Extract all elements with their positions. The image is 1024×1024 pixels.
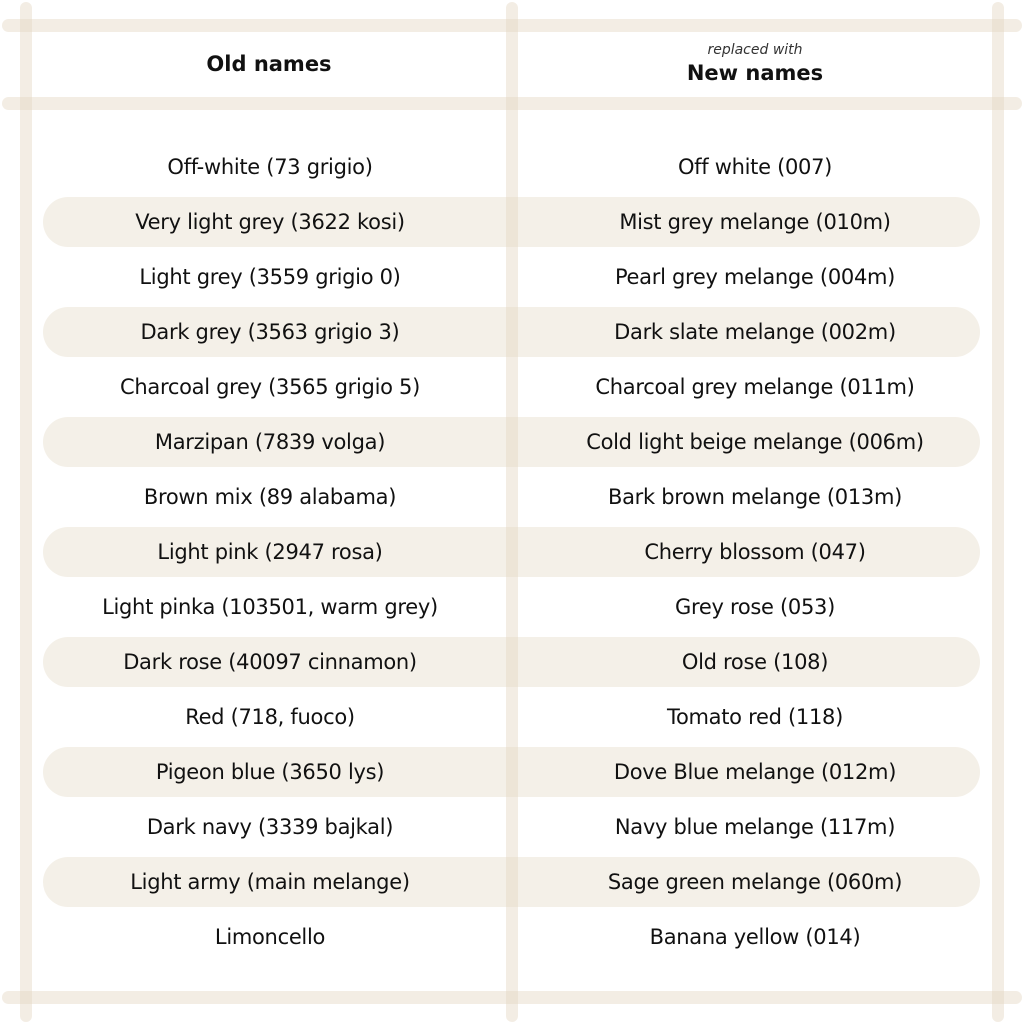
grid-line	[20, 2, 32, 1022]
table-row: Dark navy (3339 bajkal) Navy blue melange…	[43, 802, 980, 852]
grid-line	[992, 2, 1004, 1022]
table-row: Dark grey (3563 grigio 3) Dark slate mela…	[43, 307, 980, 357]
table-row: Pigeon blue (3650 lys) Dove Blue melange …	[43, 747, 980, 797]
table-row: Charcoal grey (3565 grigio 5) Charcoal gr…	[43, 362, 980, 412]
table-row: Marzipan (7839 volga) Cold light beige me…	[43, 417, 980, 467]
column-header-old: Old names	[206, 52, 332, 76]
old-name-cell: Dark rose (40097 cinnamon)	[123, 650, 417, 674]
new-name-cell: Dark slate melange (002m)	[614, 320, 896, 344]
grid-line	[2, 97, 1022, 110]
header-old: Old names	[29, 52, 509, 76]
table-row: Light pinka (103501, warm grey) Grey rose…	[43, 582, 980, 632]
new-name-cell: Dove Blue melange (012m)	[613, 760, 897, 784]
grid-line	[2, 991, 1022, 1004]
table-row: Off-white (73 grigio) Off white (007)	[43, 142, 980, 192]
new-name-cell: Navy blue melange (117m)	[614, 815, 896, 839]
old-name-cell: Dark grey (3563 grigio 3)	[140, 320, 400, 344]
table-row: Light army (main melange) Sage green mela…	[43, 857, 980, 907]
table-row: Brown mix (89 alabama) Bark brown melange…	[43, 472, 980, 522]
new-name-cell: Sage green melange (060m)	[607, 870, 903, 894]
new-name-cell: Charcoal grey melange (011m)	[595, 375, 915, 399]
new-name-cell: Pearl grey melange (004m)	[614, 265, 896, 289]
old-name-cell: Brown mix (89 alabama)	[143, 485, 397, 509]
old-name-cell: Red (718, fuoco)	[185, 705, 355, 729]
new-name-cell: Old rose (108)	[681, 650, 829, 674]
new-name-cell: Cold light beige melange (006m)	[586, 430, 924, 454]
old-name-cell: Light army (main melange)	[130, 870, 410, 894]
new-name-cell: Grey rose (053)	[675, 595, 835, 619]
old-name-cell: Limoncello	[214, 925, 326, 949]
old-name-cell: Very light grey (3622 kosi)	[135, 210, 405, 234]
table-row: Light grey (3559 grigio 0) Pearl grey mel…	[43, 252, 980, 302]
table-row: Light pink (2947 rosa) Cherry blossom (04…	[43, 527, 980, 577]
header-new: replaced with New names	[515, 42, 995, 85]
new-name-cell: Off white (007)	[677, 155, 833, 179]
new-name-cell: Bark brown melange (013m)	[608, 485, 902, 509]
column-subtitle: replaced with	[707, 42, 803, 58]
old-name-cell: Dark navy (3339 bajkal)	[146, 815, 394, 839]
grid-line	[2, 19, 1022, 32]
new-name-cell: Cherry blossom (047)	[644, 540, 866, 564]
new-name-cell: Banana yellow (014)	[649, 925, 861, 949]
table-row: Red (718, fuoco) Tomato red (118)	[43, 692, 980, 742]
old-name-cell: Light pink (2947 rosa)	[157, 540, 383, 564]
old-name-cell: Off-white (73 grigio)	[167, 155, 373, 179]
old-name-cell: Light pinka (103501, warm grey)	[102, 595, 438, 619]
old-name-cell: Charcoal grey (3565 grigio 5)	[120, 375, 420, 399]
new-name-cell: Tomato red (118)	[667, 705, 843, 729]
old-name-cell: Marzipan (7839 volga)	[154, 430, 386, 454]
table-row: Dark rose (40097 cinnamon) Old rose (108)	[43, 637, 980, 687]
grid-line	[506, 2, 518, 1022]
new-name-cell: Mist grey melange (010m)	[619, 210, 891, 234]
column-header-new: New names	[686, 61, 824, 85]
table-row: Limoncello Banana yellow (014)	[43, 912, 980, 962]
table-row: Very light grey (3622 kosi) Mist grey mel…	[43, 197, 980, 247]
old-name-cell: Pigeon blue (3650 lys)	[155, 760, 385, 784]
old-name-cell: Light grey (3559 grigio 0)	[139, 265, 401, 289]
